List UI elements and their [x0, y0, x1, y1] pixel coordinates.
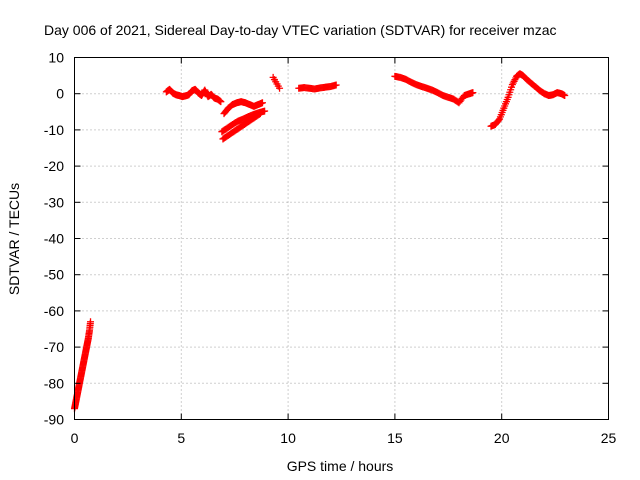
- series-segment-7: [295, 81, 340, 93]
- series-segment-5: [219, 110, 264, 143]
- y-tick-label: -90: [44, 412, 64, 428]
- x-tick-label: 25: [601, 430, 617, 446]
- data-point: [256, 110, 264, 118]
- y-tick-label: -80: [44, 375, 64, 391]
- x-tick-label: 0: [71, 430, 79, 446]
- y-tick-label: -70: [44, 339, 64, 355]
- y-tick-label: -40: [44, 231, 64, 247]
- y-tick-label: 10: [48, 50, 64, 66]
- y-tick-label: -30: [44, 194, 64, 210]
- data-point: [217, 98, 225, 106]
- series-segment-9: [487, 70, 569, 130]
- data-point: [276, 84, 284, 92]
- y-axis-tick-labels: -90 -80 -70 -60 -50 -40 -30 -20 -10 0 10: [44, 50, 64, 428]
- x-axis-tick-labels: 0 5 10 15 20 25: [71, 430, 617, 446]
- series-segment-6: [269, 73, 284, 92]
- y-tick-label: 0: [56, 86, 64, 102]
- data-point: [261, 107, 269, 115]
- y-tick-label: -10: [44, 122, 64, 138]
- data-point: [258, 99, 266, 107]
- data-points: [71, 70, 569, 413]
- data-point: [255, 110, 263, 118]
- data-point: [87, 318, 95, 326]
- x-axis-label: GPS time / hours: [287, 458, 394, 474]
- y-tick-label: -60: [44, 303, 64, 319]
- chart-title: Day 006 of 2021, Sidereal Day-to-day VTE…: [44, 22, 557, 38]
- series-segment-3: [220, 98, 266, 118]
- x-tick-label: 15: [387, 430, 403, 446]
- y-tick-label: -20: [44, 158, 64, 174]
- x-tick-label: 20: [494, 430, 510, 446]
- y-axis-label: SDTVAR / TECUs: [6, 183, 22, 295]
- axis-ticks: [74, 57, 609, 420]
- x-tick-label: 5: [177, 430, 185, 446]
- series-segment-2: [162, 85, 225, 106]
- data-point: [469, 89, 477, 97]
- x-tick-label: 10: [280, 430, 296, 446]
- y-tick-label: -50: [44, 267, 64, 283]
- series-segment-8: [391, 72, 477, 107]
- data-point: [332, 81, 340, 89]
- data-point: [561, 92, 569, 100]
